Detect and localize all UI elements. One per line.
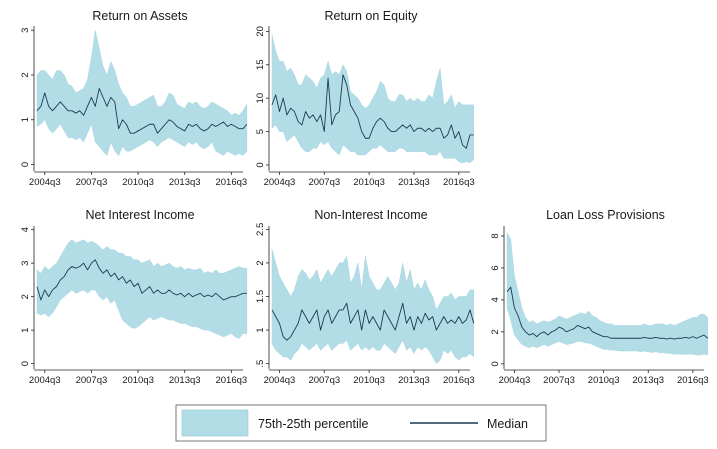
panel-2-x-tick-label: 2004q3 [264, 177, 296, 188]
legend-median-label: Median [487, 417, 528, 431]
panel-3-x-tick-label: 2004q3 [29, 375, 61, 386]
panel-5-y-tick-label: 6 [490, 265, 501, 270]
panel-5-iqr-band [506, 232, 708, 356]
panel-1-y-tick-label: 3 [20, 28, 31, 33]
panel-1-y-tick-label: 2 [20, 72, 31, 77]
panel-4-y-tick-label: 1.5 [255, 290, 266, 303]
panel-1-y-tick-label: 1 [20, 117, 31, 122]
panel-2-title: Return on Equity [324, 9, 418, 23]
panel-2-y-tick-label: 5 [255, 129, 266, 134]
panel-5-y-tick-label: 2 [490, 329, 501, 334]
panel-2-x-tick-label: 2007q3 [308, 177, 340, 188]
panel-5-x-tick-label: 2013q3 [632, 375, 664, 386]
panel-3-y-tick-label: 4 [20, 227, 31, 232]
panel-5-y-tick-label: 4 [490, 297, 501, 302]
panel-1-x-tick-label: 2013q3 [169, 177, 201, 188]
panel-5: Loan Loss Provisions 0 2 4 6 8 2004q3 2007q3 201… [490, 208, 709, 386]
panel-5-x-tick-label: 2007q3 [543, 375, 575, 386]
panel-3-x-tick-label: 2013q3 [169, 375, 201, 386]
panel-4-y-tick-label: .5 [255, 360, 266, 368]
panel-5-x-tick-label: 2010q3 [588, 375, 620, 386]
panel-4-title: Non-Interest Income [314, 208, 427, 222]
panel-4-x-tick-label: 2016q3 [443, 375, 475, 386]
panel-4-y-tick-label: 2 [255, 260, 266, 265]
panel-2-y-tick-label: 0 [255, 162, 266, 167]
panel-1-iqr-band [36, 30, 248, 156]
panel-2-x-tick-label: 2016q3 [443, 177, 475, 188]
panel-4: Non-Interest Income .5 1 1.5 2 2.5 2004q3 2007q… [255, 208, 475, 386]
legend-band-swatch [181, 409, 249, 437]
panel-1: Return on Assets 0 1 2 3 2004q3 2007q3 2010q3 20… [20, 9, 248, 188]
panel-3-y-tick-label: 0 [20, 361, 31, 366]
panel-1-x-tick-label: 2016q3 [215, 177, 247, 188]
panel-1-median-line [36, 87, 248, 134]
panel-5-x-tick-label: 2016q3 [677, 375, 709, 386]
panel-4-y-tick-label: 1 [255, 327, 266, 332]
panel-3-median-line [36, 259, 247, 301]
panel-5-title: Loan Loss Provisions [546, 208, 665, 222]
panel-5-x-tick-label: 2004q3 [499, 375, 531, 386]
panel-2-iqr-band [271, 34, 474, 164]
panel-3-y-tick-label: 3 [20, 261, 31, 266]
panel-4-y-tick-label: 2.5 [255, 223, 266, 236]
panel-3-x-tick-label: 2007q3 [76, 375, 108, 386]
panel-3: Net Interest Income 0 1 2 3 4 2004q3 2007q3 2010… [20, 208, 247, 386]
panel-4-iqr-band [271, 249, 474, 364]
panel-3-title: Net Interest Income [85, 208, 194, 222]
panel-3-y-tick-label: 2 [20, 294, 31, 299]
panel-2-y-tick-label: 20 [255, 26, 266, 37]
panel-4-x-tick-label: 2013q3 [398, 375, 430, 386]
panel-2-y-tick-label: 15 [255, 59, 266, 70]
panel-2-y-tick-label: 10 [255, 93, 266, 104]
panel-1-x-tick-label: 2010q3 [122, 177, 154, 188]
panel-3-x-tick-label: 2016q3 [215, 375, 247, 386]
legend: 75th-25th percentile Median [175, 404, 547, 442]
panel-5-y-tick-label: 8 [490, 233, 501, 238]
panel-5-median-line [506, 286, 709, 340]
panel-3-y-tick-label: 1 [20, 328, 31, 333]
panel-1-title: Return on Assets [92, 9, 187, 23]
panel-3-iqr-band [36, 239, 248, 339]
panel-1-x-tick-label: 2007q3 [76, 177, 108, 188]
panel-4-median-line [271, 302, 475, 341]
panel-4-x-tick-label: 2004q3 [264, 375, 296, 386]
panel-3-x-tick-label: 2010q3 [122, 375, 154, 386]
panel-5-y-tick-label: 0 [490, 361, 501, 366]
panel-4-x-tick-label: 2007q3 [308, 375, 340, 386]
panel-2-x-tick-label: 2013q3 [398, 177, 430, 188]
panel-1-y-tick-label: 0 [20, 162, 31, 167]
panel-2-median-line [271, 74, 474, 149]
panel-2: Return on Equity 0 5 10 15 20 2004q3 2007q3 2010… [255, 9, 475, 188]
panel-2-x-tick-label: 2010q3 [353, 177, 385, 188]
legend-band-label: 75th-25th percentile [258, 417, 369, 431]
panel-1-x-tick-label: 2004q3 [29, 177, 61, 188]
panel-4-x-tick-label: 2010q3 [353, 375, 385, 386]
